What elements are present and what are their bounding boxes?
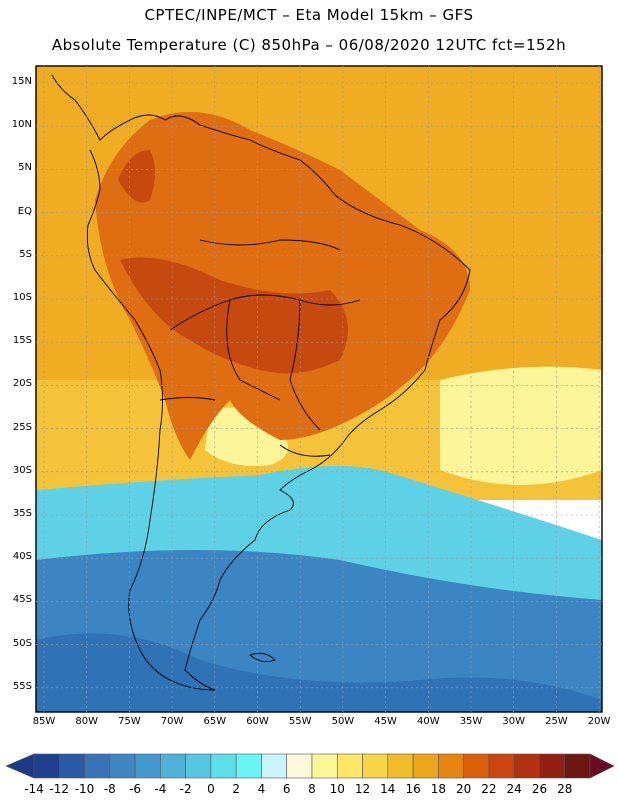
lat-label: 55S: [12, 680, 32, 692]
lat-label: 5S: [19, 248, 32, 260]
colorbar-label: 6: [282, 782, 291, 796]
hot-northwest-field: [118, 150, 155, 203]
lat-label: EQ: [17, 205, 32, 217]
title-line-1: CPTEC/INPE/MCT – Eta Model 15km – GFS: [144, 6, 474, 24]
colorbar-label: 2: [232, 782, 240, 796]
colorbar-swatch: [160, 753, 186, 779]
colorbar-swatch: [84, 753, 111, 779]
lat-label: 15S: [12, 335, 32, 347]
lat-label: 50S: [12, 637, 32, 649]
lat-label: 10S: [12, 292, 32, 303]
title-line-2: Absolute Temperature (C) 850hPa – 06/08/…: [51, 36, 567, 54]
colorbar-label: 4: [257, 782, 266, 796]
colorbar-label: 28: [557, 782, 573, 796]
colorbar: [5, 753, 615, 779]
colorbar-swatch: [134, 753, 161, 779]
colorbar-swatch: [362, 753, 389, 779]
lon-label: 25W: [545, 716, 568, 727]
colorbar-label: 10: [329, 782, 345, 796]
lon-label: 85W: [32, 716, 56, 727]
lat-label: 35S: [12, 508, 32, 519]
colorbar-label: 20: [455, 782, 472, 796]
lon-label: 45W: [374, 716, 397, 727]
lon-label: 30W: [502, 716, 525, 727]
colorbar-swatch: [210, 753, 237, 779]
lon-label: 75W: [118, 716, 141, 727]
colorbar-label: -10: [74, 782, 95, 796]
coastline-borders: [51, 74, 471, 691]
colorbar-swatch: [109, 753, 136, 779]
colorbar-swatch: [261, 753, 288, 779]
colorbar-label: 22: [481, 782, 497, 796]
colorbar-label: -14: [24, 782, 44, 796]
colorbar-label: 12: [354, 782, 371, 796]
colorbar-label: 8: [308, 782, 316, 796]
colorbar-label: 24: [506, 782, 522, 796]
map-frame: [35, 65, 603, 713]
colder-field: [36, 633, 602, 712]
colorbar-swatch: [438, 753, 464, 779]
colorbar-swatch: [387, 753, 414, 779]
colorbar-label: 14: [380, 782, 396, 796]
colorbar-swatch: [185, 753, 212, 779]
lon-label: 50W: [331, 716, 355, 727]
colorbar-swatch: [564, 753, 591, 779]
lon-label: 35W: [459, 716, 483, 727]
lat-label: 5N: [18, 162, 32, 174]
colorbar-label: 0: [207, 782, 215, 796]
lat-label: 10N: [11, 119, 32, 131]
colorbar-swatch: [58, 753, 85, 779]
colorbar-arrow-high: [589, 753, 615, 779]
warm-continent-field: [95, 112, 470, 460]
colorbar-label: -6: [129, 782, 142, 796]
colorbar-label: 26: [531, 782, 548, 796]
pale-warm-patch: [440, 366, 602, 485]
lat-label: 30S: [12, 464, 32, 476]
colorbar-label: 16: [405, 782, 421, 796]
lon-label: 80W: [75, 716, 98, 727]
lon-label: 65W: [203, 716, 227, 727]
colorbar-label: -2: [179, 782, 192, 796]
colorbar-swatch: [463, 753, 490, 779]
lon-label: 40W: [416, 716, 440, 727]
lon-label: 70W: [160, 716, 184, 727]
colorbar-swatch: [235, 753, 262, 779]
lon-label: 20W: [587, 716, 611, 727]
lon-label: 55W: [288, 716, 312, 727]
colorbar-swatch: [513, 753, 540, 779]
colorbar-label: -4: [154, 782, 167, 796]
colorbar-arrow-low: [5, 753, 35, 779]
colorbar-swatch: [488, 753, 515, 779]
lat-label: 15N: [11, 76, 32, 87]
colorbar-swatch: [539, 753, 566, 779]
colorbar-label: 18: [430, 782, 446, 796]
lat-label: 25S: [12, 421, 32, 433]
temperature-field: [36, 66, 602, 712]
colorbar-swatch: [336, 753, 363, 779]
colorbar-swatch: [286, 753, 313, 779]
colorbar-label: -12: [49, 782, 70, 796]
lat-label: 40S: [12, 551, 32, 563]
lat-label: 20S: [12, 378, 32, 390]
lon-label: 60W: [246, 716, 269, 727]
colorbar-swatch: [311, 753, 338, 779]
colorbar-swatch: [33, 753, 60, 779]
colorbar-swatch: [412, 753, 439, 779]
hot-core-field: [120, 257, 348, 374]
graticule: [36, 66, 602, 712]
lat-label: 45S: [12, 594, 32, 606]
colorbar-label: -8: [103, 782, 116, 796]
